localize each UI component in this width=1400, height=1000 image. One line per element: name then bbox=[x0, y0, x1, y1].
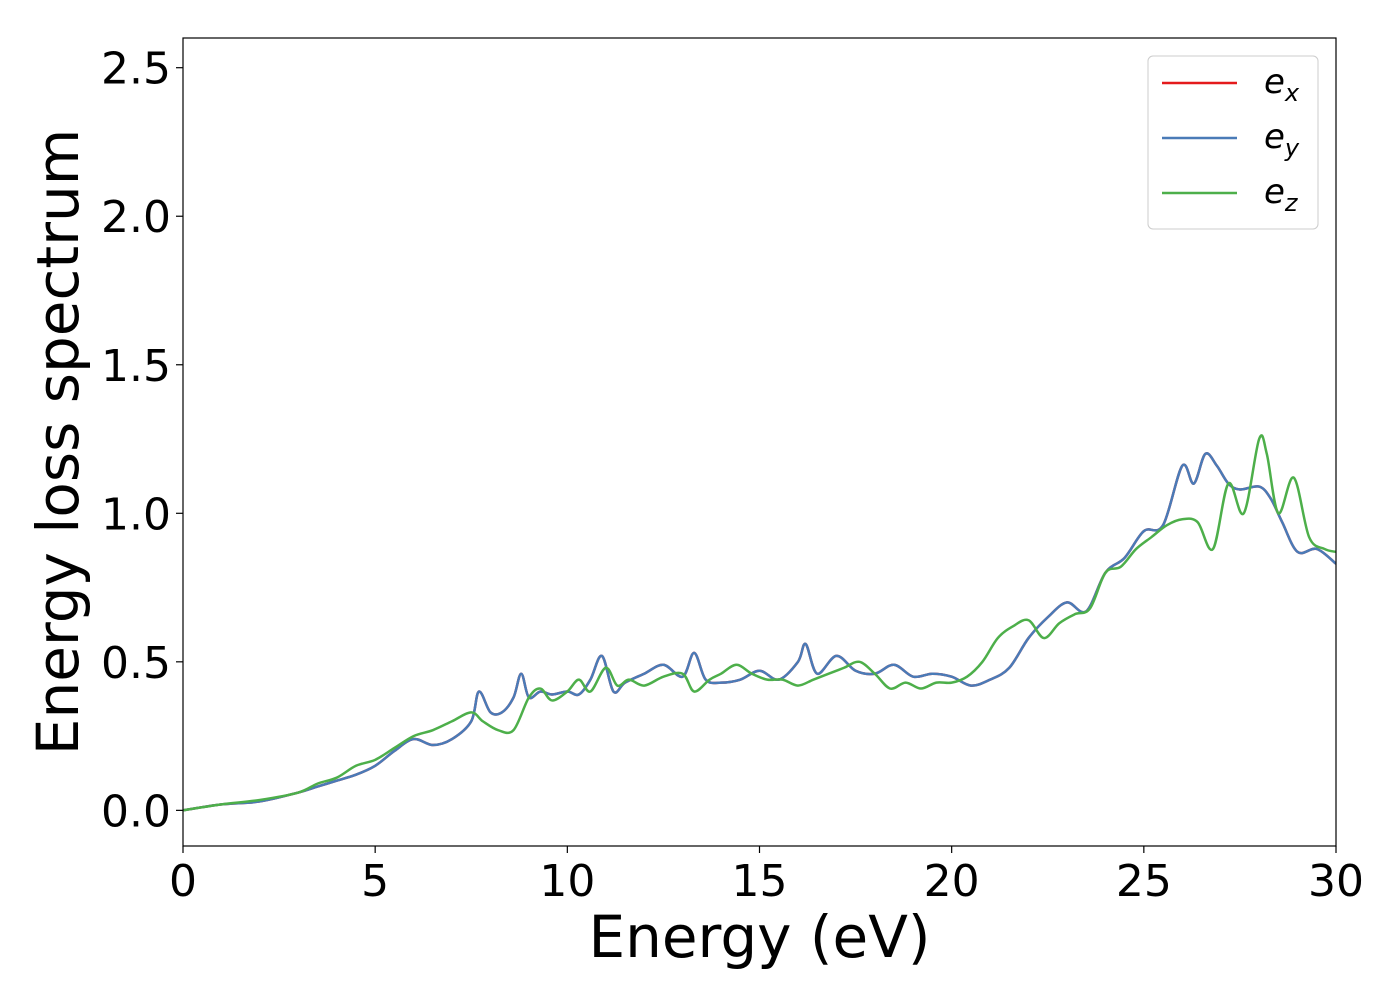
x-tick-label: 5 bbox=[361, 856, 389, 907]
legend-label-ez: ez bbox=[1264, 172, 1299, 217]
y-tick-label: 2.0 bbox=[101, 192, 171, 243]
y-tick-label: 1.5 bbox=[101, 341, 171, 392]
y-axis-title: Energy loss spectrum bbox=[24, 129, 92, 755]
legend: ex ey ez bbox=[1147, 55, 1319, 230]
legend-label-ey: ey bbox=[1264, 117, 1300, 162]
x-axis-title: Energy (eV) bbox=[588, 903, 930, 971]
legend-label-ex: ex bbox=[1264, 62, 1300, 107]
plot-area bbox=[183, 38, 1336, 846]
x-tick-label: 0 bbox=[169, 856, 197, 907]
x-tick-label: 10 bbox=[539, 856, 595, 907]
y-tick-label: 1.0 bbox=[101, 489, 171, 540]
x-tick-label: 25 bbox=[1116, 856, 1172, 907]
y-tick-label: 0.5 bbox=[101, 638, 171, 689]
x-tick-label: 30 bbox=[1308, 856, 1364, 907]
x-tick-label: 20 bbox=[924, 856, 980, 907]
y-tick-label: 2.5 bbox=[101, 44, 171, 95]
series-line-ey bbox=[183, 452, 1336, 812]
legend-box bbox=[1147, 55, 1319, 230]
series-line-ez bbox=[183, 434, 1336, 812]
x-tick-label: 15 bbox=[732, 856, 788, 907]
y-tick-label: 0.0 bbox=[101, 786, 171, 837]
